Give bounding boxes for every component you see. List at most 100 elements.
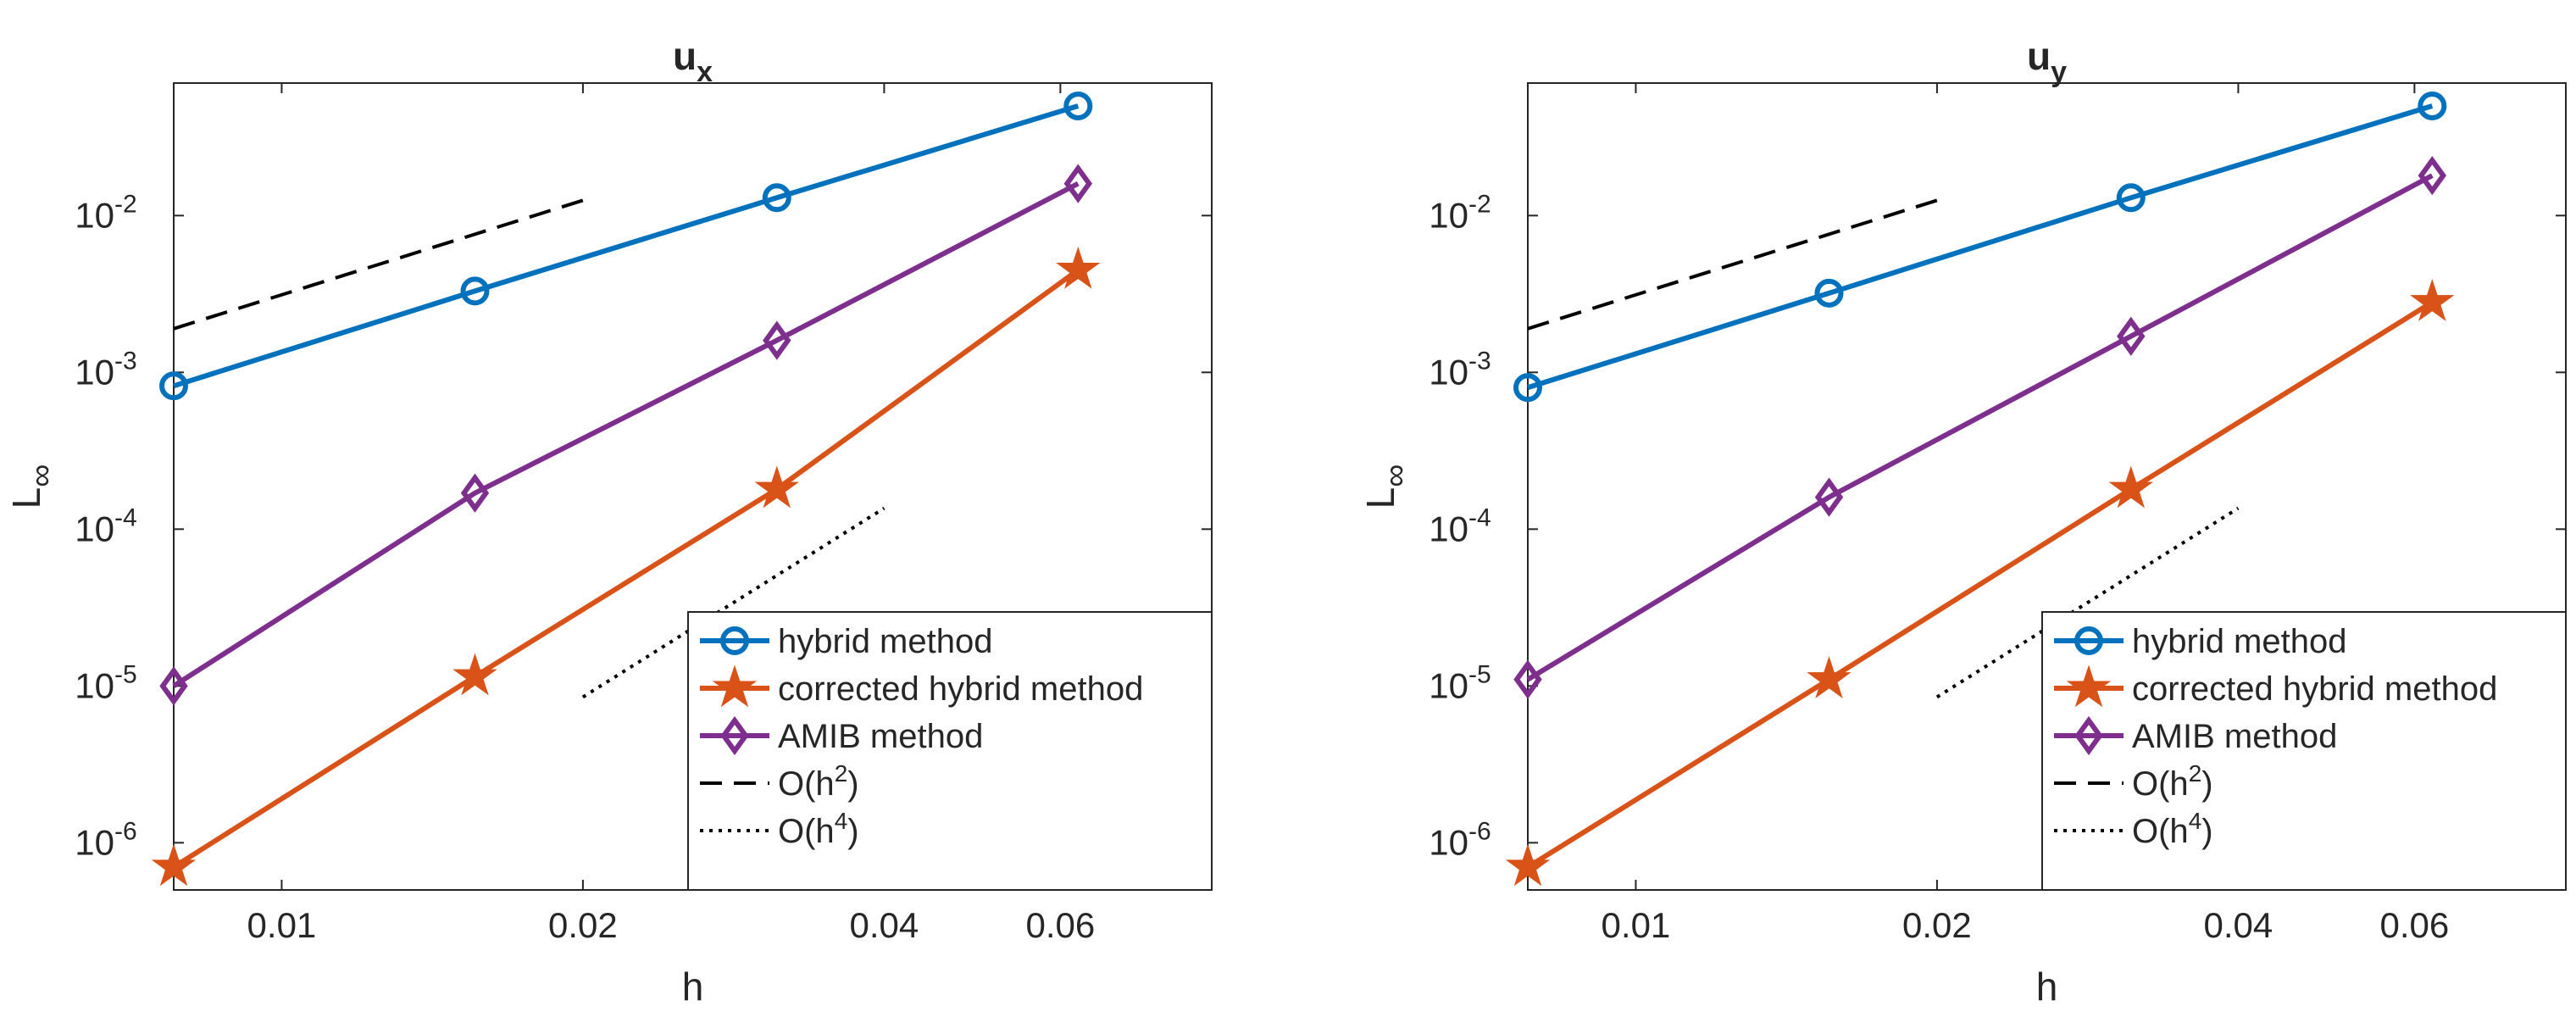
y-tick-label: 10-5: [75, 660, 136, 705]
y-axis-label: L∞: [1358, 464, 1413, 509]
y-tick-label: 10-2: [1429, 190, 1491, 235]
chart-panel-1: 0.01 0.02 0.04 0.06 10-6 10-5 10-4 10-3 10-2 ux h L…: [4, 34, 1213, 1009]
series-line: [581, 506, 886, 699]
legend: hybrid method corrected hybrid method AMIB…: [687, 611, 1213, 891]
legend-label: corrected hybrid method: [778, 670, 1143, 708]
data-point: [1513, 373, 1542, 403]
y-tick-label: 10-4: [75, 503, 136, 548]
legend-item: O(h2): [700, 760, 859, 803]
chart-title: uy: [2027, 34, 2067, 88]
legend-label: O(h4): [778, 808, 859, 850]
data-point: [1063, 92, 1093, 121]
series-line: [1527, 103, 2434, 391]
series-4: [173, 198, 584, 331]
series-1: [159, 92, 1093, 401]
legend-swatch-marker: [712, 664, 758, 708]
x-tick-label: 0.06: [2379, 905, 2449, 945]
data-point: [1814, 477, 1844, 517]
x-tick-label: 0.02: [1902, 905, 1972, 945]
y-tick-label: 10-3: [75, 347, 136, 392]
data-point: [2108, 465, 2154, 509]
legend-swatch-marker: [2066, 664, 2112, 708]
data-point: [2410, 279, 2455, 321]
legend-label: O(h2): [778, 760, 859, 803]
series-5: [1935, 506, 2240, 699]
series-line: [173, 103, 1080, 389]
series-line: [172, 268, 1080, 870]
legend-item: corrected hybrid method: [2054, 664, 2497, 708]
data-point: [159, 666, 188, 706]
series-5: [581, 506, 886, 699]
legend-item: AMIB method: [2054, 715, 2337, 756]
x-tick-label: 0.02: [548, 905, 618, 945]
data-point: [151, 843, 197, 887]
x-axis-label: h: [2036, 965, 2058, 1009]
chart-panel-2: 0.01 0.02 0.04 0.06 10-6 10-5 10-4 10-3 10-2 uy h L…: [1358, 34, 2567, 1009]
series-4: [1527, 198, 1938, 331]
legend-box: [2041, 611, 2567, 891]
y-tick-label: 10-4: [1429, 503, 1491, 548]
data-point: [2116, 183, 2146, 213]
series-line: [1526, 300, 2434, 870]
data-point: [1814, 278, 1844, 308]
series-3: [159, 164, 1093, 706]
legend-label: AMIB method: [2132, 718, 2337, 755]
legend-label: corrected hybrid method: [2132, 670, 2497, 708]
series-line: [173, 198, 584, 331]
x-axis-label: h: [682, 965, 704, 1009]
legend-swatch-marker: [720, 626, 749, 655]
series-3: [1513, 155, 2447, 699]
legend-item: O(h4): [2054, 808, 2213, 850]
data-point: [1063, 164, 1093, 203]
y-tick-label: 10-5: [1429, 660, 1491, 705]
series-line: [1527, 198, 1938, 331]
y-axis-label: L∞: [4, 464, 59, 509]
legend-label: O(h2): [2132, 760, 2213, 803]
series-2: [151, 246, 1101, 887]
x-tick-label: 0.06: [1025, 905, 1095, 945]
legend-item: O(h2): [2054, 760, 2213, 803]
series-2: [1505, 279, 2455, 887]
legend-item: hybrid method: [700, 623, 992, 660]
legend-swatch-marker: [2074, 715, 2103, 756]
x-tick-label: 0.04: [850, 905, 919, 945]
data-point: [460, 473, 490, 513]
x-tick-label: 0.04: [2204, 905, 2273, 945]
data-point: [763, 320, 791, 360]
legend-item: AMIB method: [700, 715, 983, 756]
legend-box: [687, 611, 1213, 891]
series-line: [172, 181, 1080, 688]
data-point: [754, 465, 800, 509]
y-tick-label: 10-2: [75, 190, 136, 235]
legend-swatch-marker: [2074, 626, 2103, 655]
data-point: [159, 371, 188, 401]
data-point: [1056, 246, 1101, 289]
data-point: [1513, 659, 1542, 699]
series-line: [1935, 506, 2240, 699]
data-point: [2418, 92, 2447, 121]
legend-item: hybrid method: [2054, 623, 2346, 660]
series-1: [1513, 92, 2447, 403]
data-point: [2117, 316, 2146, 356]
data-point: [1505, 843, 1551, 887]
data-point: [2418, 155, 2447, 196]
legend-swatch-marker: [720, 715, 749, 756]
legend-item: O(h4): [700, 808, 859, 850]
data-point: [452, 653, 497, 696]
series-line: [1526, 173, 2434, 682]
y-tick-label: 10-6: [75, 817, 136, 862]
legend-label: hybrid method: [778, 623, 992, 660]
legend-label: AMIB method: [778, 718, 983, 755]
x-tick-label: 0.01: [1602, 905, 1671, 945]
legend-label: O(h4): [2132, 808, 2213, 850]
chart-title: ux: [673, 34, 713, 88]
data-point: [1807, 656, 1852, 698]
legend: hybrid method corrected hybrid method AMIB…: [2041, 611, 2567, 891]
data-point: [460, 276, 490, 306]
y-tick-label: 10-3: [1429, 347, 1491, 392]
legend-label: hybrid method: [2132, 623, 2346, 660]
data-point: [762, 183, 791, 213]
x-tick-label: 0.01: [247, 905, 317, 945]
y-tick-label: 10-6: [1429, 817, 1491, 862]
